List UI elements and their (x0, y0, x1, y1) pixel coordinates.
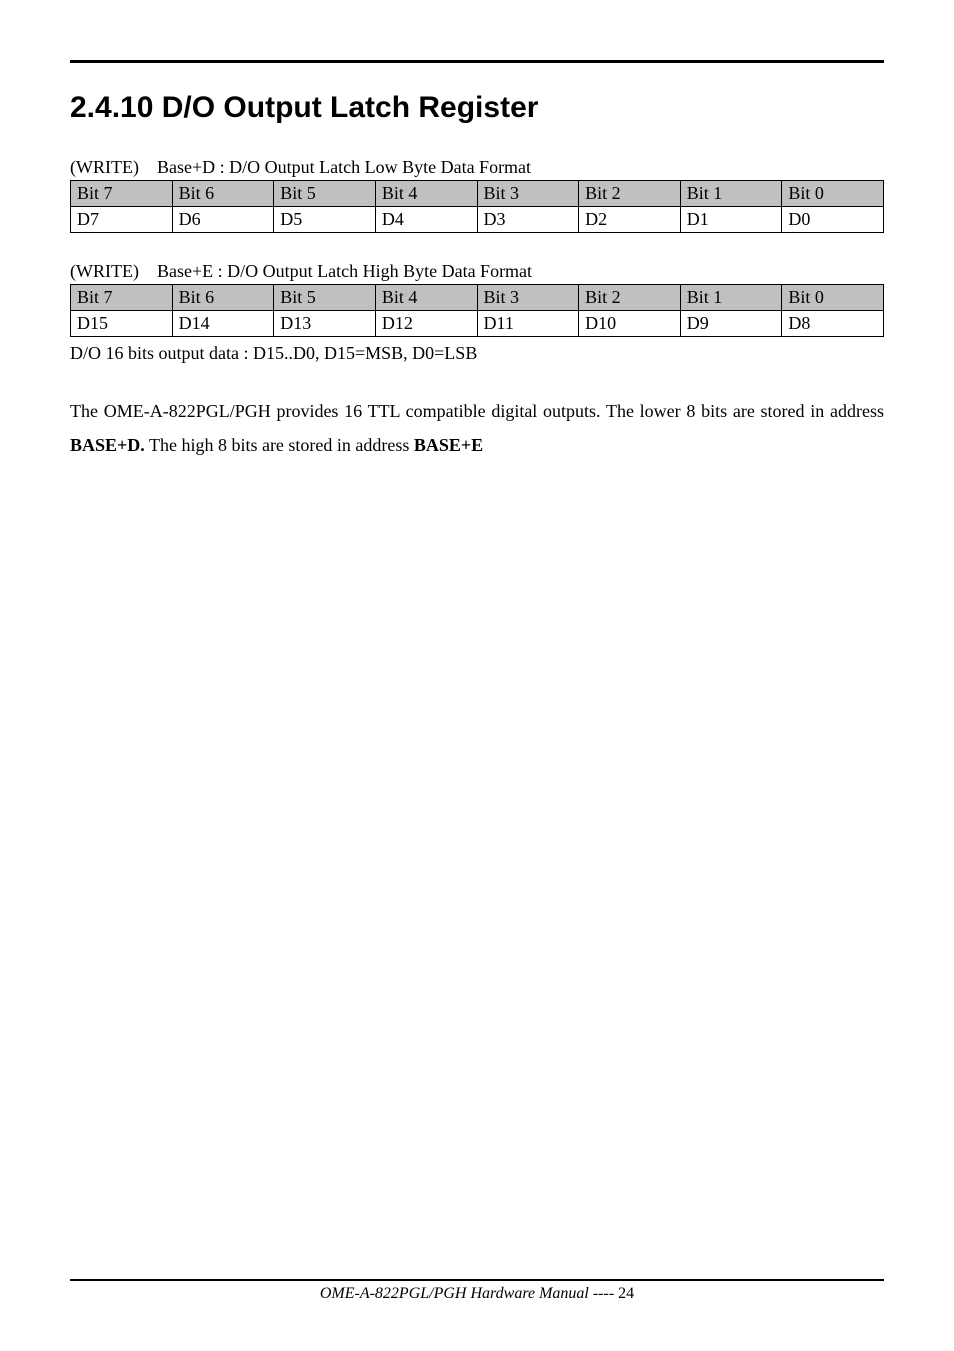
table1-cell2: D5 (274, 207, 376, 233)
table1-col4: Bit 3 (477, 181, 579, 207)
table1-caption-prefix: (WRITE) (70, 157, 139, 177)
footer-manual-name: OME-A-822PGL/PGH Hardware Manual (320, 1285, 589, 1302)
footer-rule (70, 1279, 884, 1281)
table2-data-row: D15 D14 D13 D12 D11 D10 D9 D8 (71, 311, 884, 337)
footer-sep: ---- (589, 1285, 614, 1302)
table2-cell5: D10 (579, 311, 681, 337)
table2-col5: Bit 2 (579, 285, 681, 311)
table1-col1: Bit 6 (172, 181, 274, 207)
table2-col3: Bit 4 (375, 285, 477, 311)
para-pre: The OME-A-822PGL/PGH provides 16 TTL com… (70, 401, 884, 421)
table2-header-row: Bit 7 Bit 6 Bit 5 Bit 4 Bit 3 Bit 2 Bit … (71, 285, 884, 311)
table1-cell6: D1 (680, 207, 782, 233)
body-paragraph: The OME-A-822PGL/PGH provides 16 TTL com… (70, 394, 884, 462)
table1-col0: Bit 7 (71, 181, 173, 207)
table1-col3: Bit 4 (375, 181, 477, 207)
table1: Bit 7 Bit 6 Bit 5 Bit 4 Bit 3 Bit 2 Bit … (70, 180, 884, 233)
table1-cell1: D6 (172, 207, 274, 233)
table1-cell3: D4 (375, 207, 477, 233)
table1-col6: Bit 1 (680, 181, 782, 207)
table1-header-row: Bit 7 Bit 6 Bit 5 Bit 4 Bit 3 Bit 2 Bit … (71, 181, 884, 207)
table2-cell3: D12 (375, 311, 477, 337)
table1-col2: Bit 5 (274, 181, 376, 207)
table2-cell1: D14 (172, 311, 274, 337)
table2: Bit 7 Bit 6 Bit 5 Bit 4 Bit 3 Bit 2 Bit … (70, 284, 884, 337)
top-horizontal-rule (70, 60, 884, 63)
table2-cell2: D13 (274, 311, 376, 337)
table2-caption-body: Base+E : D/O Output Latch High Byte Data… (157, 261, 532, 281)
para-bold2: BASE+E (414, 435, 483, 455)
table1-cell5: D2 (579, 207, 681, 233)
footer-page-number: 24 (614, 1285, 634, 1302)
table2-cell4: D11 (477, 311, 579, 337)
footer-text: OME-A-822PGL/PGH Hardware Manual ---- 24 (70, 1285, 884, 1303)
table1-caption-body: Base+D : D/O Output Latch Low Byte Data … (157, 157, 531, 177)
table1-caption: (WRITE) Base+D : D/O Output Latch Low By… (70, 157, 884, 178)
table1-cell7: D0 (782, 207, 884, 233)
table2-col7: Bit 0 (782, 285, 884, 311)
table1-col5: Bit 2 (579, 181, 681, 207)
table2-col0: Bit 7 (71, 285, 173, 311)
table2-col2: Bit 5 (274, 285, 376, 311)
para-bold1: BASE+D. (70, 435, 145, 455)
table1-col7: Bit 0 (782, 181, 884, 207)
table2-cell0: D15 (71, 311, 173, 337)
table2-col6: Bit 1 (680, 285, 782, 311)
table1-cell0: D7 (71, 207, 173, 233)
table2-caption-prefix: (WRITE) (70, 261, 139, 281)
section-heading: 2.4.10 D/O Output Latch Register (70, 91, 884, 125)
table1-cell4: D3 (477, 207, 579, 233)
page-footer: OME-A-822PGL/PGH Hardware Manual ---- 24 (70, 1279, 884, 1303)
table2-cell6: D9 (680, 311, 782, 337)
bits-note: D/O 16 bits output data : D15..D0, D15=M… (70, 343, 884, 364)
table2-cell7: D8 (782, 311, 884, 337)
table1-data-row: D7 D6 D5 D4 D3 D2 D1 D0 (71, 207, 884, 233)
table2-col4: Bit 3 (477, 285, 579, 311)
table2-col1: Bit 6 (172, 285, 274, 311)
para-mid: The high 8 bits are stored in address (145, 435, 414, 455)
table2-caption: (WRITE) Base+E : D/O Output Latch High B… (70, 261, 884, 282)
